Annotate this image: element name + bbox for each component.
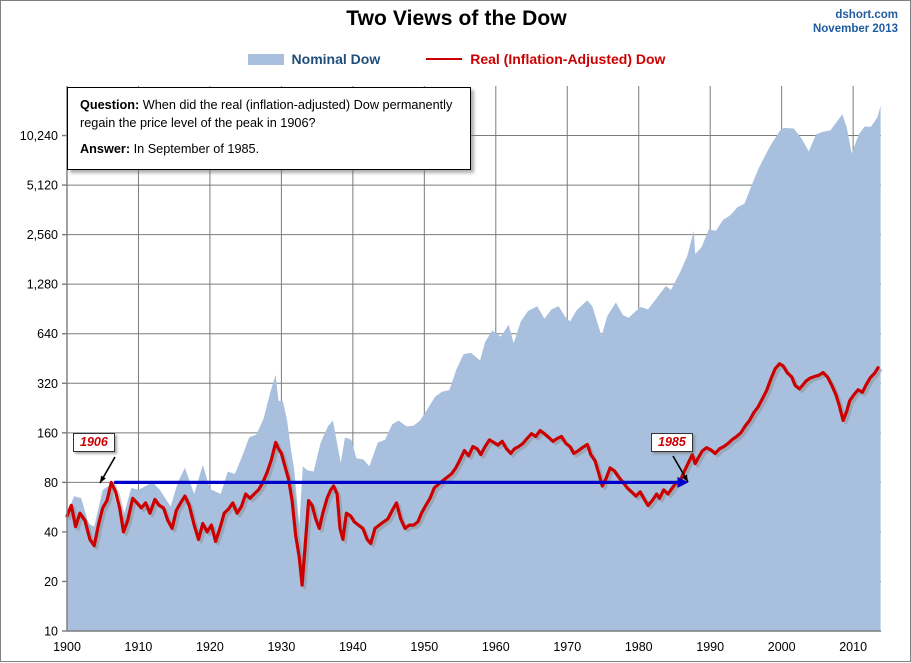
x-tick-label: 1930	[267, 640, 295, 654]
x-axis-tick-labels: 1900 1910 1920 1930 1940 1950 1960 1970 1980 1990…	[53, 640, 867, 654]
area-swatch-icon	[247, 53, 284, 65]
x-tick-label: 1910	[125, 640, 153, 654]
line-swatch-icon	[426, 58, 463, 60]
axes	[62, 86, 881, 632]
x-tick-label: 1940	[339, 640, 367, 654]
callout-question: Question: When did the real (inflation-a…	[80, 97, 458, 132]
attribution: dshort.com November 2013	[813, 8, 898, 36]
y-tick-label: 10	[44, 625, 58, 639]
y-tick-label: 320	[37, 377, 58, 391]
x-tick-label: 1980	[625, 640, 653, 654]
series-nominal-dow-area	[67, 105, 881, 631]
x-tick-label: 1960	[482, 640, 510, 654]
page-title: Two Views of the Dow	[346, 7, 567, 30]
legend-item-nominal-dow: Nominal Dow	[247, 51, 381, 67]
legend-label-real-dow: Real (Inflation-Adjusted) Dow	[470, 51, 666, 67]
y-tick-label: 10,240	[20, 129, 58, 143]
callout-answer: Answer: In September of 1985.	[80, 141, 458, 159]
y-tick-label: 20	[44, 575, 58, 589]
legend: Nominal Dow Real (Inflation-Adjusted) Do…	[1, 51, 911, 67]
callout-question-lead: Question:	[80, 98, 140, 112]
y-tick-label: 5,120	[27, 179, 58, 193]
x-tick-label: 1950	[410, 640, 438, 654]
x-tick-label: 1970	[553, 640, 581, 654]
x-tick-label: 1920	[196, 640, 224, 654]
y-tick-label: 160	[37, 426, 58, 440]
x-tick-label: 2010	[839, 640, 867, 654]
callout-box: Question: When did the real (inflation-a…	[67, 87, 471, 170]
y-tick-label: 2,560	[27, 228, 58, 242]
attribution-site: dshort.com	[835, 9, 898, 21]
annotation-arrows	[99, 455, 689, 484]
y-tick-label: 80	[44, 476, 58, 490]
callout-answer-lead: Answer:	[80, 142, 131, 156]
attribution-date: November 2013	[812, 23, 898, 35]
annotation-flag-1985: 1985	[651, 433, 693, 452]
legend-label-nominal-dow: Nominal Dow	[291, 51, 381, 67]
x-tick-label: 1900	[53, 640, 81, 654]
x-tick-label: 2000	[768, 640, 796, 654]
callout-answer-text: In September of 1985.	[133, 142, 260, 156]
y-tick-label: 40	[44, 525, 58, 539]
callout-question-text: When did the real (inflation-adjusted) D…	[80, 98, 453, 130]
reference-line-1906-level	[114, 476, 689, 488]
y-tick-label: 1,280	[27, 278, 58, 292]
series-real-dow-line	[65, 362, 883, 590]
legend-item-real-dow: Real (Inflation-Adjusted) Dow	[426, 51, 665, 67]
y-axis-tick-labels: 10 20 40 80 160 320 640 1,280 2,560 5,120 10,240	[20, 129, 58, 638]
x-tick-label: 1990	[696, 640, 724, 654]
y-tick-label: 640	[37, 327, 58, 341]
annotation-flag-1906: 1906	[73, 433, 115, 452]
